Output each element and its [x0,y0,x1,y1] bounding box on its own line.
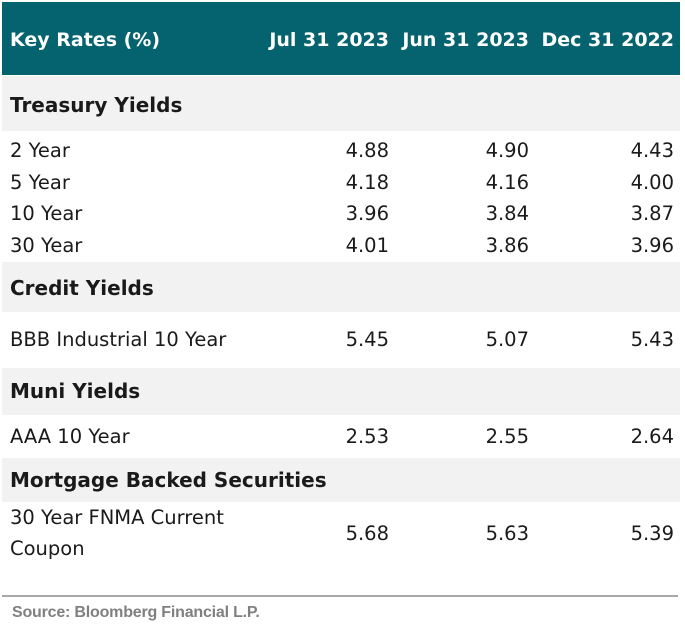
value-jun-2023: 4.16 [485,171,529,194]
footer-divider [2,595,678,597]
column-header-jul-2023: Jul 31 2023 [269,29,389,51]
table-row: 10 Year 3.96 3.84 3.87 [2,202,680,232]
row-label: 10 Year [10,202,83,225]
value-jun-2023: 5.63 [485,522,529,545]
section-header-muni: Muni Yields [2,368,680,415]
value-dec-2022: 3.87 [630,202,674,225]
section-title: Treasury Yields [10,93,183,117]
column-header-dec-2022: Dec 31 2022 [541,29,674,51]
row-label: 2 Year [10,139,70,162]
value-dec-2022: 5.39 [630,522,674,545]
section-title: Mortgage Backed Securities [10,468,327,492]
value-dec-2022: 5.43 [630,328,674,351]
table-header: Key Rates (%) Jul 31 2023 Jun 31 2023 De… [2,2,680,75]
row-label-line-2: Coupon [10,537,85,560]
section-title: Muni Yields [10,379,141,403]
value-dec-2022: 4.43 [630,139,674,162]
row-label: 30 Year [10,234,83,257]
value-jul-2023: 4.01 [345,234,389,257]
value-dec-2022: 2.64 [630,425,674,448]
section-header-mbs: Mortgage Backed Securities [2,458,680,502]
value-jul-2023: 3.96 [345,202,389,225]
header-title: Key Rates (%) [10,29,161,51]
value-jun-2023: 5.07 [485,328,529,351]
value-jun-2023: 3.86 [485,234,529,257]
section-header-credit: Credit Yields [2,262,680,312]
section-header-treasury: Treasury Yields [2,76,680,131]
value-dec-2022: 4.00 [630,171,674,194]
table-row: 5 Year 4.18 4.16 4.00 [2,171,680,201]
value-dec-2022: 3.96 [630,234,674,257]
value-jun-2023: 2.55 [485,425,529,448]
value-jul-2023: 4.88 [345,139,389,162]
value-jun-2023: 3.84 [485,202,529,225]
row-label: BBB Industrial 10 Year [10,328,227,351]
source-note: Source: Bloomberg Financial L.P. [12,604,260,621]
value-jul-2023: 5.45 [345,328,389,351]
table-row: 30 Year FNMA Current Coupon 5.68 5.63 5.… [2,506,680,566]
column-header-jun-2023: Jun 31 2023 [402,29,529,51]
table-row: 30 Year 4.01 3.86 3.96 [2,234,680,264]
value-jun-2023: 4.90 [485,139,529,162]
row-label: 5 Year [10,171,70,194]
value-jul-2023: 4.18 [345,171,389,194]
value-jul-2023: 2.53 [345,425,389,448]
row-label: AAA 10 Year [10,425,130,448]
section-title: Credit Yields [10,276,154,300]
row-label-line-1: 30 Year FNMA Current [10,506,224,529]
table-row: BBB Industrial 10 Year 5.45 5.07 5.43 [2,328,680,358]
table-row: 2 Year 4.88 4.90 4.43 [2,139,680,169]
value-jul-2023: 5.68 [345,522,389,545]
table-row: AAA 10 Year 2.53 2.55 2.64 [2,425,680,455]
